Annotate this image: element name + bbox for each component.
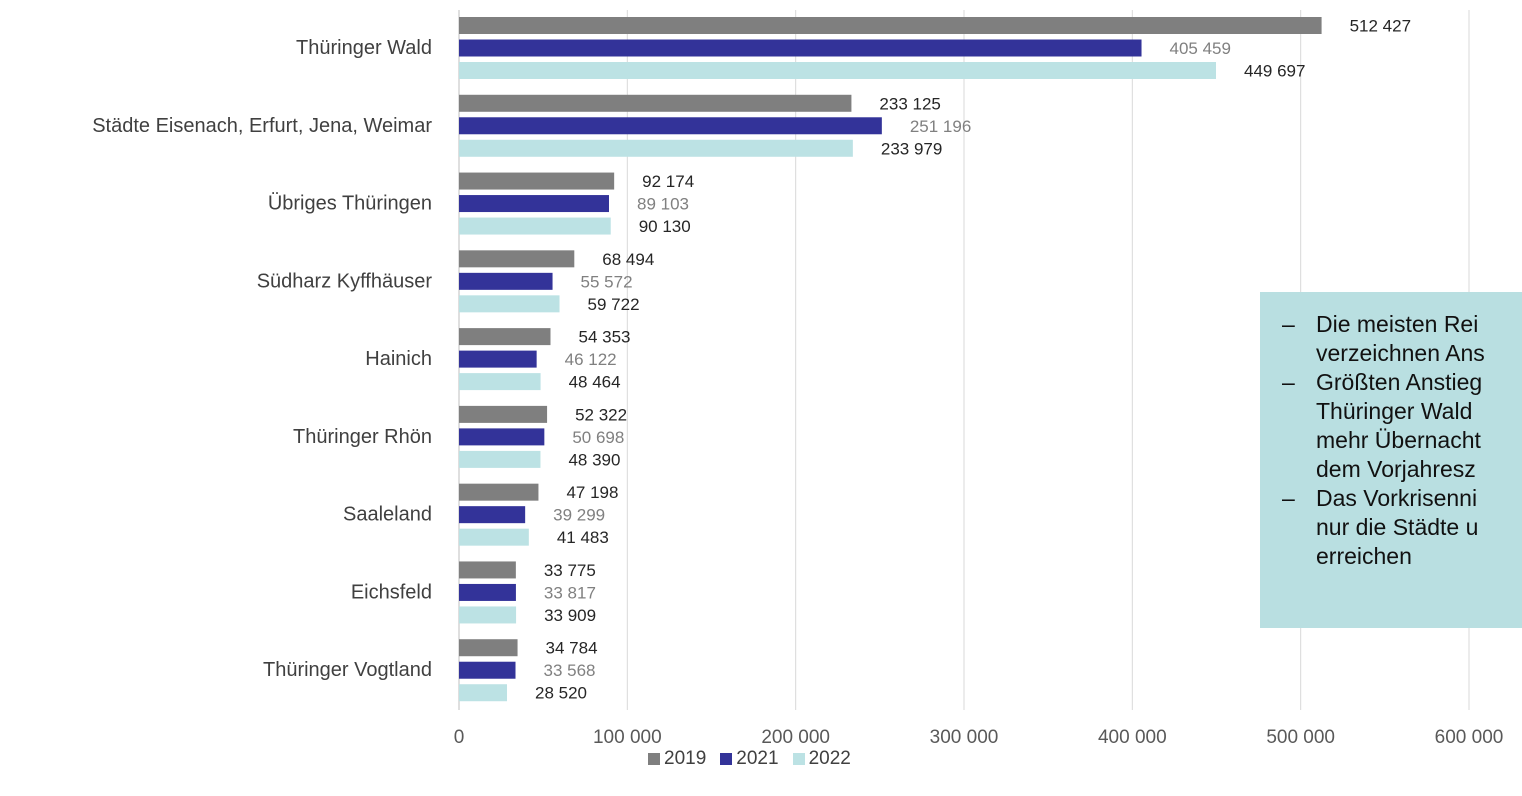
bar — [459, 684, 508, 702]
category-label: Hainich — [365, 348, 432, 370]
data-label: 33 909 — [544, 606, 596, 625]
x-tick-label: 500 000 — [1266, 727, 1335, 748]
x-tick-label: 100 000 — [593, 727, 662, 748]
annotation-list: – Die meisten Rei verzeichnen Ans – Größte… — [1260, 292, 1522, 571]
bar — [459, 639, 518, 657]
data-label: 28 520 — [535, 684, 587, 703]
bar — [459, 350, 537, 368]
data-label: 47 198 — [566, 483, 618, 502]
bar — [459, 94, 852, 112]
data-label: 33 568 — [544, 661, 596, 680]
category-label: Übriges Thüringen — [268, 193, 432, 215]
bar — [459, 139, 853, 157]
x-tick-label: 300 000 — [930, 727, 999, 748]
data-label: 48 390 — [568, 450, 620, 469]
bar — [459, 39, 1142, 57]
dash-bullet: – — [1282, 485, 1295, 511]
legend: 2019 2021 2022 — [648, 748, 865, 770]
annotation-item: – Das Vorkrisenni nur die Städte u erreic… — [1260, 484, 1522, 571]
bar — [459, 172, 615, 190]
data-label: 405 459 — [1170, 39, 1231, 58]
bar — [459, 450, 541, 468]
data-label: 33 817 — [544, 583, 596, 602]
legend-swatch — [648, 753, 660, 765]
bar — [459, 661, 516, 679]
category-label: Thüringer Wald — [296, 37, 432, 59]
bar — [459, 195, 609, 213]
data-label: 68 494 — [602, 250, 654, 269]
annotation-text: Die meisten Rei verzeichnen Ans — [1316, 311, 1485, 366]
dash-bullet: – — [1282, 369, 1295, 395]
data-label: 41 483 — [557, 528, 609, 547]
bar — [459, 428, 545, 446]
bar — [459, 606, 517, 624]
data-label: 89 103 — [637, 195, 689, 214]
data-label: 54 353 — [578, 328, 630, 347]
bar — [459, 117, 882, 135]
legend-label: 2022 — [808, 748, 851, 769]
x-tick-label: 0 — [454, 727, 465, 748]
bar — [459, 583, 516, 601]
legend-item-2021: 2021 — [720, 748, 779, 770]
data-label: 33 775 — [544, 561, 596, 580]
bar — [459, 561, 516, 579]
bar — [459, 405, 548, 423]
annotation-text: Das Vorkrisenni nur die Städte u erreich… — [1316, 485, 1479, 569]
bar — [459, 217, 611, 235]
category-label: Eichsfeld — [351, 581, 432, 603]
legend-swatch — [720, 753, 733, 765]
legend-item-2022: 2022 — [792, 748, 851, 770]
legend-item-2019: 2019 — [648, 748, 706, 770]
data-label: 233 979 — [881, 139, 942, 158]
bar — [459, 506, 526, 524]
bar — [459, 483, 539, 501]
data-label: 449 697 — [1244, 62, 1305, 81]
x-tick-label: 400 000 — [1098, 727, 1167, 748]
category-label: Südharz Kyffhäuser — [257, 270, 433, 292]
data-label: 52 322 — [575, 405, 627, 424]
legend-label: 2021 — [736, 748, 779, 769]
data-label: 55 572 — [581, 272, 633, 291]
bar — [459, 528, 529, 546]
category-label: Städte Eisenach, Erfurt, Jena, Weimar — [92, 115, 432, 137]
data-label: 34 784 — [546, 639, 598, 658]
data-label: 46 122 — [565, 350, 617, 369]
category-label: Thüringer Vogtland — [263, 659, 432, 681]
bar — [459, 328, 551, 346]
annotation-item: – Die meisten Rei verzeichnen Ans — [1260, 310, 1522, 368]
legend-swatch — [792, 753, 805, 765]
data-label: 50 698 — [572, 428, 624, 447]
data-label: 233 125 — [879, 94, 940, 113]
bar — [459, 373, 541, 391]
bar — [459, 62, 1216, 79]
data-label: 48 464 — [569, 373, 621, 392]
annotation-text: Größten Anstieg Thüringer Wald mehr Über… — [1316, 369, 1483, 482]
x-tick-label: 200 000 — [761, 727, 830, 748]
bar — [459, 250, 575, 268]
dash-bullet: – — [1282, 311, 1295, 337]
category-label: Saaleland — [343, 504, 432, 526]
bar — [459, 17, 1322, 34]
legend-label: 2019 — [664, 748, 707, 769]
x-tick-label: 600 000 — [1435, 727, 1504, 748]
data-label: 39 299 — [553, 506, 605, 525]
data-label: 512 427 — [1350, 17, 1411, 36]
annotation-item: – Größten Anstieg Thüringer Wald mehr Übe… — [1260, 368, 1522, 484]
data-label: 59 722 — [588, 295, 640, 314]
bar — [459, 295, 560, 313]
data-label: 92 174 — [642, 172, 694, 191]
category-label: Thüringer Rhön — [293, 426, 432, 448]
bar — [459, 272, 553, 290]
data-label: 251 196 — [910, 117, 971, 136]
annotation-box: – Die meisten Rei verzeichnen Ans – Größte… — [1260, 292, 1522, 628]
data-label: 90 130 — [639, 217, 691, 236]
